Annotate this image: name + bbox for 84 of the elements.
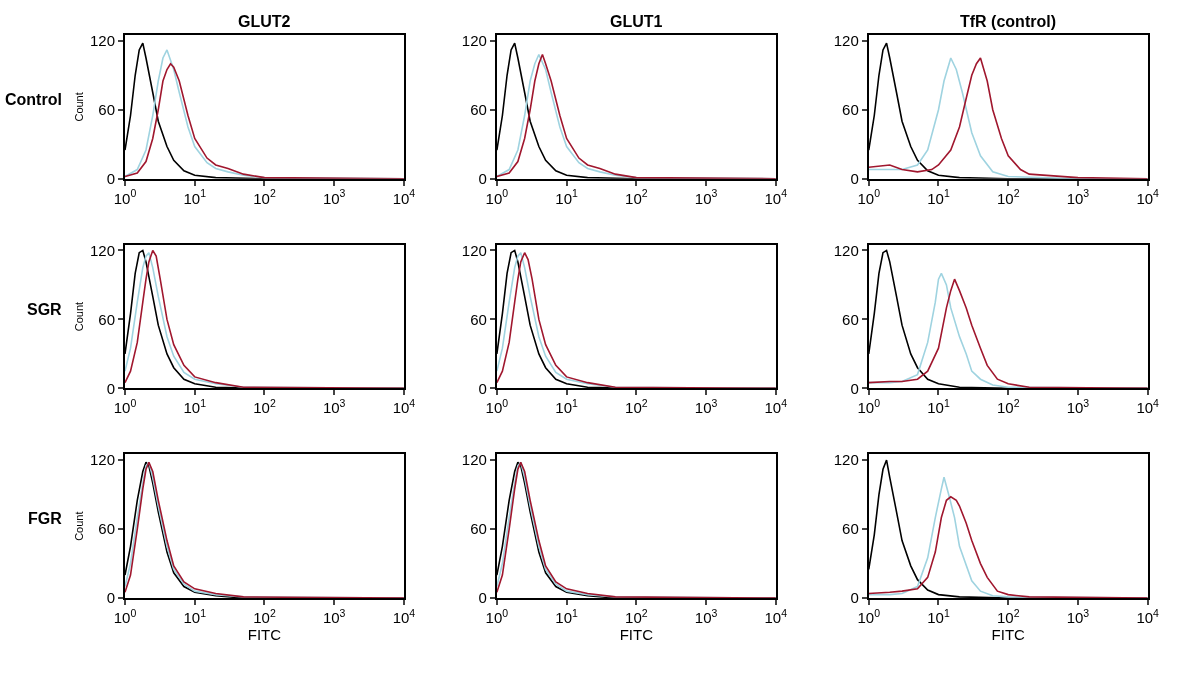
y-tick-label: 60 — [98, 310, 115, 328]
x-tick-label: 10$^{1}$ — [555, 187, 579, 207]
x-tick-label: 10$^{0}$ — [113, 187, 137, 207]
y-tick-label: 0 — [478, 170, 487, 188]
chart-title: TfR (control) — [960, 13, 1056, 30]
x-tick-label: 10$^{2}$ — [253, 397, 276, 417]
x-tick-label: 10$^{1}$ — [927, 397, 950, 417]
x-tick-label: 10$^{0}$ — [113, 606, 137, 627]
x-tick-label: 10$^{0}$ — [485, 187, 509, 207]
x-tick-label: 10$^{4}$ — [764, 187, 788, 207]
x-tick-label: 10$^{3}$ — [1066, 397, 1090, 417]
x-tick-label: 10$^{2}$ — [996, 397, 1020, 417]
y-tick-label: 60 — [98, 101, 115, 119]
x-tick-label: 10$^{2}$ — [996, 606, 1020, 627]
x-tick-label: 10$^{0}$ — [485, 606, 509, 627]
y-tick-label: 0 — [850, 170, 859, 188]
y-axis-title: Count — [73, 301, 86, 332]
y-tick-label: 0 — [478, 589, 487, 607]
y-tick-label: 60 — [470, 101, 487, 119]
x-tick-label: 10$^{2}$ — [625, 187, 648, 207]
chart-title: GLUT1 — [610, 13, 663, 30]
chart-title: GLUT2 — [238, 13, 291, 30]
x-tick-label: 10$^{3}$ — [322, 397, 346, 417]
y-tick-label: 0 — [478, 379, 487, 397]
x-tick-label: 10$^{2}$ — [253, 606, 276, 627]
x-tick-label: 10$^{4}$ — [764, 397, 788, 417]
x-tick-label: 10$^{1}$ — [927, 187, 950, 207]
x-tick-label: 10$^{3}$ — [694, 606, 718, 627]
y-tick-label: 60 — [842, 520, 859, 538]
x-tick-label: 10$^{2}$ — [253, 187, 276, 207]
x-tick-label: 10$^{2}$ — [625, 397, 648, 417]
x-tick-label: 10$^{4}$ — [392, 397, 416, 417]
y-tick-label: 60 — [98, 520, 115, 538]
x-axis-title: FITC — [991, 626, 1026, 644]
text: Control — [5, 91, 62, 108]
x-tick-label: 10$^{0}$ — [113, 397, 137, 417]
y-tick-label: 120 — [89, 451, 115, 469]
y-tick-label: 60 — [842, 310, 859, 328]
y-tick-label: 120 — [833, 451, 859, 469]
y-tick-label: 60 — [842, 101, 859, 119]
x-tick-label: 10$^{0}$ — [857, 397, 881, 417]
x-tick-label: 10$^{3}$ — [322, 606, 346, 627]
y-tick-label: 120 — [89, 241, 115, 259]
y-tick-label: 120 — [461, 32, 487, 49]
y-tick-label: 120 — [89, 32, 115, 49]
y-tick-label: 0 — [106, 379, 115, 397]
y-tick-label: 0 — [106, 589, 115, 607]
x-tick-label: 10$^{1}$ — [927, 606, 950, 627]
text: SGR — [27, 301, 63, 318]
x-tick-label: 10$^{4}$ — [1136, 606, 1160, 627]
y-tick-label: 60 — [470, 310, 487, 328]
x-tick-label: 10$^{1}$ — [555, 397, 579, 417]
x-tick-label: 10$^{4}$ — [392, 606, 416, 627]
y-axis-title: Count — [73, 92, 86, 122]
y-tick-label: 0 — [106, 170, 115, 188]
x-tick-label: 10$^{3}$ — [694, 187, 718, 207]
y-tick-label: 120 — [461, 451, 487, 469]
x-tick-label: 10$^{1}$ — [183, 187, 207, 207]
x-tick-label: 10$^{1}$ — [183, 397, 207, 417]
y-tick-label: 120 — [833, 32, 859, 49]
y-axis-title: Count — [73, 511, 86, 541]
x-tick-label: 10$^{3}$ — [322, 187, 346, 207]
x-tick-label: 10$^{2}$ — [625, 606, 648, 627]
x-tick-label: 10$^{0}$ — [857, 606, 881, 627]
x-tick-label: 10$^{1}$ — [183, 606, 207, 627]
x-axis-title: FITC — [619, 626, 654, 644]
x-axis-title: FITC — [247, 626, 282, 644]
x-tick-label: 10$^{4}$ — [764, 606, 788, 627]
x-tick-label: 10$^{2}$ — [996, 187, 1020, 207]
y-tick-label: 60 — [470, 520, 487, 538]
y-tick-label: 0 — [850, 379, 859, 397]
text: FGR — [28, 510, 63, 527]
x-tick-label: 10$^{4}$ — [1136, 187, 1160, 207]
x-tick-label: 10$^{0}$ — [485, 397, 509, 417]
y-tick-label: 120 — [461, 241, 487, 259]
x-tick-label: 10$^{3}$ — [1066, 187, 1090, 207]
x-tick-label: 10$^{0}$ — [857, 187, 881, 207]
x-tick-label: 10$^{1}$ — [555, 606, 579, 627]
x-tick-label: 10$^{3}$ — [1066, 606, 1090, 627]
x-tick-label: 10$^{4}$ — [392, 187, 416, 207]
x-tick-label: 10$^{4}$ — [1136, 397, 1160, 417]
y-tick-label: 0 — [850, 589, 859, 607]
y-tick-label: 120 — [833, 241, 859, 259]
x-tick-label: 10$^{3}$ — [694, 397, 718, 417]
